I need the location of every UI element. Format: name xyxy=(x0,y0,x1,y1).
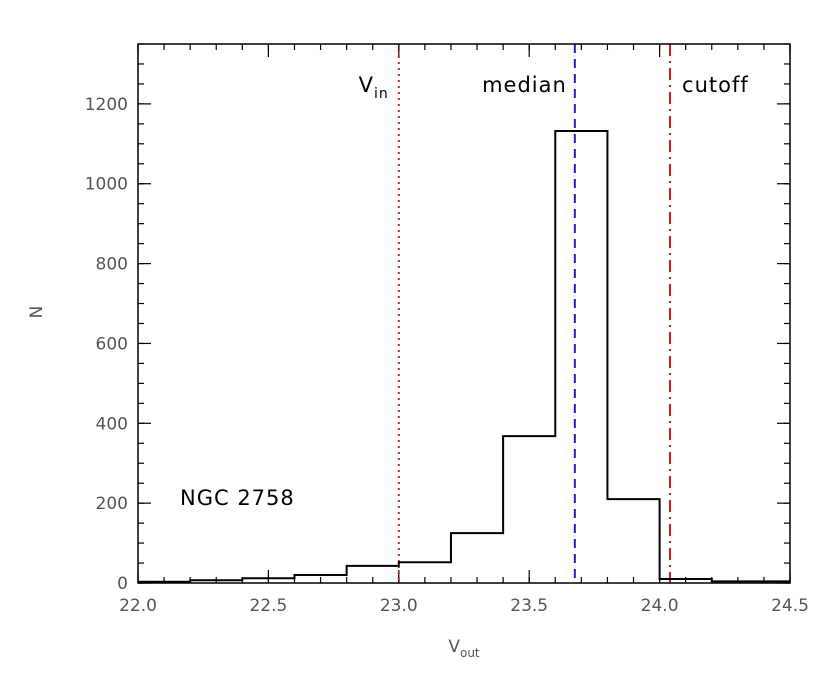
x-tick-label: 24.5 xyxy=(771,596,809,616)
x-tick-label: 22.0 xyxy=(119,596,157,616)
plot-frame xyxy=(137,43,791,584)
reference-line-label: cutoff xyxy=(682,73,749,97)
y-tick-label: 200 xyxy=(96,494,128,514)
reference-line-label: median xyxy=(482,73,567,97)
y-tick-label: 1200 xyxy=(85,95,128,115)
y-tick-label: 1000 xyxy=(85,175,128,195)
y-tick-label: 0 xyxy=(117,574,128,594)
reference-line-label: Vin xyxy=(359,73,389,102)
x-tick-label: 22.5 xyxy=(249,596,287,616)
reference-lines xyxy=(397,44,672,583)
y-tick-label: 800 xyxy=(96,255,128,275)
y-tick-label: 400 xyxy=(96,414,128,434)
y-axis-label: N xyxy=(27,306,47,319)
x-tick-label: 23.0 xyxy=(380,596,418,616)
tick-labels: 22.0 22.5 23.0 23.5 24.0 24.5 0 200 400 600 800 100… xyxy=(85,95,809,616)
reference-line-labels: Vin median cutoff xyxy=(359,73,749,102)
galaxy-annotation: NGC 2758 xyxy=(180,486,295,510)
histogram-steps xyxy=(138,130,790,583)
x-axis-label: Vout xyxy=(448,637,480,660)
y-tick-label: 600 xyxy=(96,334,128,354)
x-tick-label: 24.0 xyxy=(641,596,679,616)
x-tick-label: 23.5 xyxy=(510,596,548,616)
